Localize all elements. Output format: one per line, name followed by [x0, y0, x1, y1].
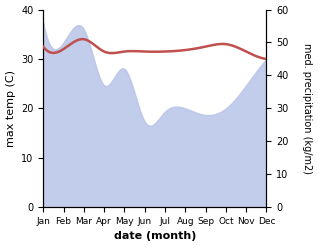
- X-axis label: date (month): date (month): [114, 231, 196, 242]
- Y-axis label: max temp (C): max temp (C): [5, 70, 16, 147]
- Y-axis label: med. precipitation (kg/m2): med. precipitation (kg/m2): [302, 43, 313, 174]
